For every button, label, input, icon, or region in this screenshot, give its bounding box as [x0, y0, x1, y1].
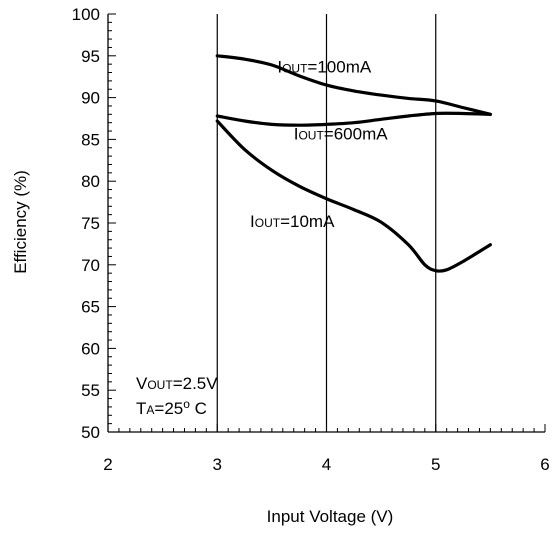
- x-tick-label-4: 4: [322, 455, 331, 474]
- condition-ta-main: T: [136, 399, 146, 418]
- y-tick-label-100: 100: [72, 5, 100, 24]
- condition-layer: VOUT=2.5V TA=25o C: [136, 374, 218, 418]
- condition-ta-sup: o: [183, 397, 190, 411]
- y-tick-label-95: 95: [81, 47, 100, 66]
- series-line-iout100: [215, 54, 492, 116]
- x-tick-label-6: 6: [540, 455, 549, 474]
- x-tick-label-2: 2: [103, 455, 112, 474]
- tick-layer: 50 55 60 65 70 75 80 85 90 95 100 2 3 4 5 6: [72, 5, 550, 474]
- series-label-tail-iout600: =600mA: [324, 124, 388, 143]
- condition-ta-tail: C: [190, 399, 207, 418]
- condition-vout-label: VOUT=2.5V: [136, 374, 218, 393]
- series-label-tail-iout100: =100mA: [307, 58, 371, 77]
- x-tick-label-3: 3: [213, 455, 222, 474]
- y-tick-label-70: 70: [81, 256, 100, 275]
- x-axis-title: Input Voltage (V): [267, 507, 394, 526]
- series-label-iout100: IOUT=100mA: [277, 58, 372, 77]
- series-label-sub-iout100: OUT: [282, 62, 308, 76]
- y-tick-label-90: 90: [81, 89, 100, 108]
- y-tick-label-80: 80: [81, 172, 100, 191]
- y-tick-label-65: 65: [81, 298, 100, 317]
- condition-vout-tail: =2.5V: [173, 374, 219, 393]
- y-tick-label-55: 55: [81, 381, 100, 400]
- condition-vout-main: V: [136, 374, 148, 393]
- series-label-main-iout10: I: [250, 212, 255, 231]
- series-line-iout10: [215, 119, 492, 273]
- series-label-sub-iout10: OUT: [255, 216, 281, 230]
- y-tick-label-75: 75: [81, 214, 100, 233]
- series-label-sub-iout600: OUT: [298, 128, 324, 142]
- condition-vout-sub: OUT: [147, 378, 173, 392]
- series-label-iout10: IOUT=10mA: [250, 212, 335, 231]
- x-tick-label-5: 5: [431, 455, 440, 474]
- curve-layer: [215, 54, 492, 273]
- condition-ta-mid: =25: [154, 399, 183, 418]
- series-line-iout600: [215, 111, 492, 127]
- y-tick-label-60: 60: [81, 339, 100, 358]
- series-label-tail-iout10: =10mA: [280, 212, 335, 231]
- condition-ta-sub: A: [146, 403, 154, 417]
- series-label-main-iout600: I: [294, 124, 299, 143]
- y-axis-title: Efficiency (%): [11, 170, 30, 274]
- y-tick-label-50: 50: [81, 423, 100, 442]
- series-label-main-iout100: I: [277, 58, 282, 77]
- series-label-iout600: IOUT=600mA: [294, 124, 389, 143]
- condition-ta-label: TA=25o C: [136, 397, 207, 418]
- y-tick-label-85: 85: [81, 130, 100, 149]
